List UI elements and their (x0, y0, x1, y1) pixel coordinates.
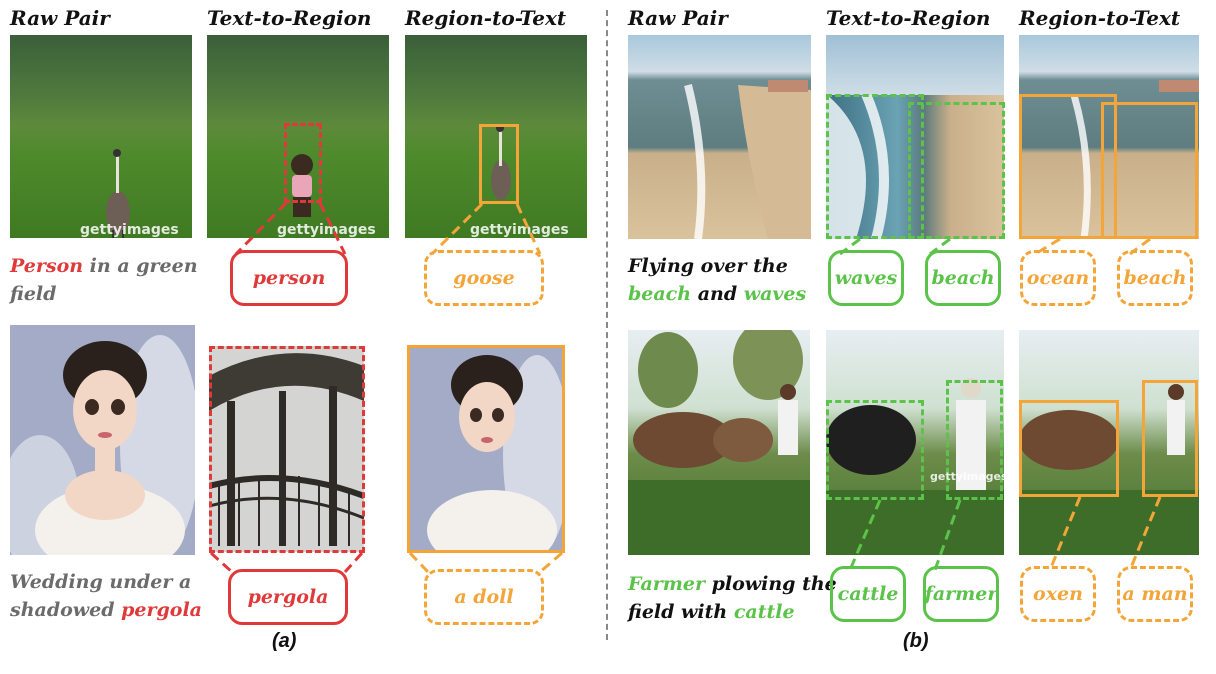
header-region-to-text-b: Region-to-Text (1019, 6, 1181, 30)
panel-divider (606, 10, 608, 640)
label-person: person (230, 250, 348, 306)
farmer-cattle-image-r2t (1019, 330, 1199, 555)
label-pergola: pergola (228, 569, 348, 625)
header-region-to-text-a: Region-to-Text (405, 6, 567, 30)
header-text-to-region-b: Text-to-Region (826, 6, 991, 30)
caption-b-row1: Flying over the beach and waves (628, 252, 806, 308)
header-raw-pair-a: Raw Pair (10, 6, 110, 30)
sublabel-a: (a) (272, 630, 297, 652)
region-box-beach (908, 102, 1005, 239)
caption-text: field with (628, 601, 734, 623)
region-box-doll (407, 345, 565, 553)
region-box-beach-r2t (1101, 102, 1198, 239)
caption-highlight-person: Person (10, 255, 84, 277)
region-box-oxen (1019, 400, 1119, 497)
region-box-farmer (946, 380, 1003, 500)
region-box-waves (826, 94, 924, 239)
doll-image (10, 325, 195, 555)
region-box-goose (479, 124, 519, 204)
beach-image (628, 35, 811, 239)
caption-highlight-farmer: Farmer (628, 573, 705, 595)
beach-image-r2t (1019, 35, 1199, 239)
farmer-cattle-image-t2r (826, 330, 1004, 555)
label-beach: beach (925, 250, 1001, 306)
watermark: gettyimages (470, 222, 569, 238)
sublabel-b: (b) (903, 630, 929, 652)
watermark: gettyimages (930, 470, 1008, 483)
caption-b-row2: Farmer plowing the field with cattle (628, 570, 837, 626)
caption-text: plowing the (704, 573, 837, 595)
person-field-image (207, 35, 389, 238)
label-cattle: cattle (830, 566, 906, 622)
caption-text: and (691, 283, 744, 305)
caption-a-row2: Wedding under a shadowed pergola (10, 568, 202, 624)
caption-text: shadowed (10, 599, 122, 621)
doll-image-r2t (407, 345, 565, 553)
caption-a-row1: Person in a green field (10, 252, 198, 308)
pergola-image (209, 346, 364, 552)
region-box-ocean (1019, 94, 1117, 239)
goose-field-image-r2t (405, 35, 587, 238)
label-farmer: farmer (923, 566, 999, 622)
label-beach-r2t: beach (1117, 250, 1193, 306)
label-ocean: ocean (1020, 250, 1096, 306)
label-goose: goose (424, 250, 544, 306)
label-waves: waves (828, 250, 904, 306)
caption-text: Wedding under a (10, 571, 192, 593)
caption-text: in a green (83, 255, 198, 277)
beach-sky-t2r (826, 35, 1004, 95)
caption-highlight-waves: waves (743, 283, 807, 305)
header-raw-pair-b: Raw Pair (628, 6, 728, 30)
farmer-cattle-image (628, 330, 810, 555)
caption-text: Flying over the (628, 255, 788, 277)
beach-image-t2r (826, 94, 1004, 239)
region-box-man (1142, 380, 1198, 497)
label-a-doll: a doll (424, 569, 544, 625)
goose-field-image (10, 35, 192, 238)
header-text-to-region-a: Text-to-Region (207, 6, 372, 30)
region-box-cattle (826, 400, 924, 500)
region-box-pergola (209, 346, 365, 553)
label-oxen: oxen (1020, 566, 1096, 622)
watermark: gettyimages (80, 222, 179, 238)
caption-highlight-beach: beach (628, 283, 692, 305)
caption-highlight-cattle: cattle (733, 601, 795, 623)
watermark: gettyimages (277, 222, 376, 238)
region-box-person (284, 123, 322, 203)
label-a-man: a man (1117, 566, 1193, 622)
caption-highlight-pergola: pergola (121, 599, 202, 621)
caption-text: field (10, 283, 57, 305)
